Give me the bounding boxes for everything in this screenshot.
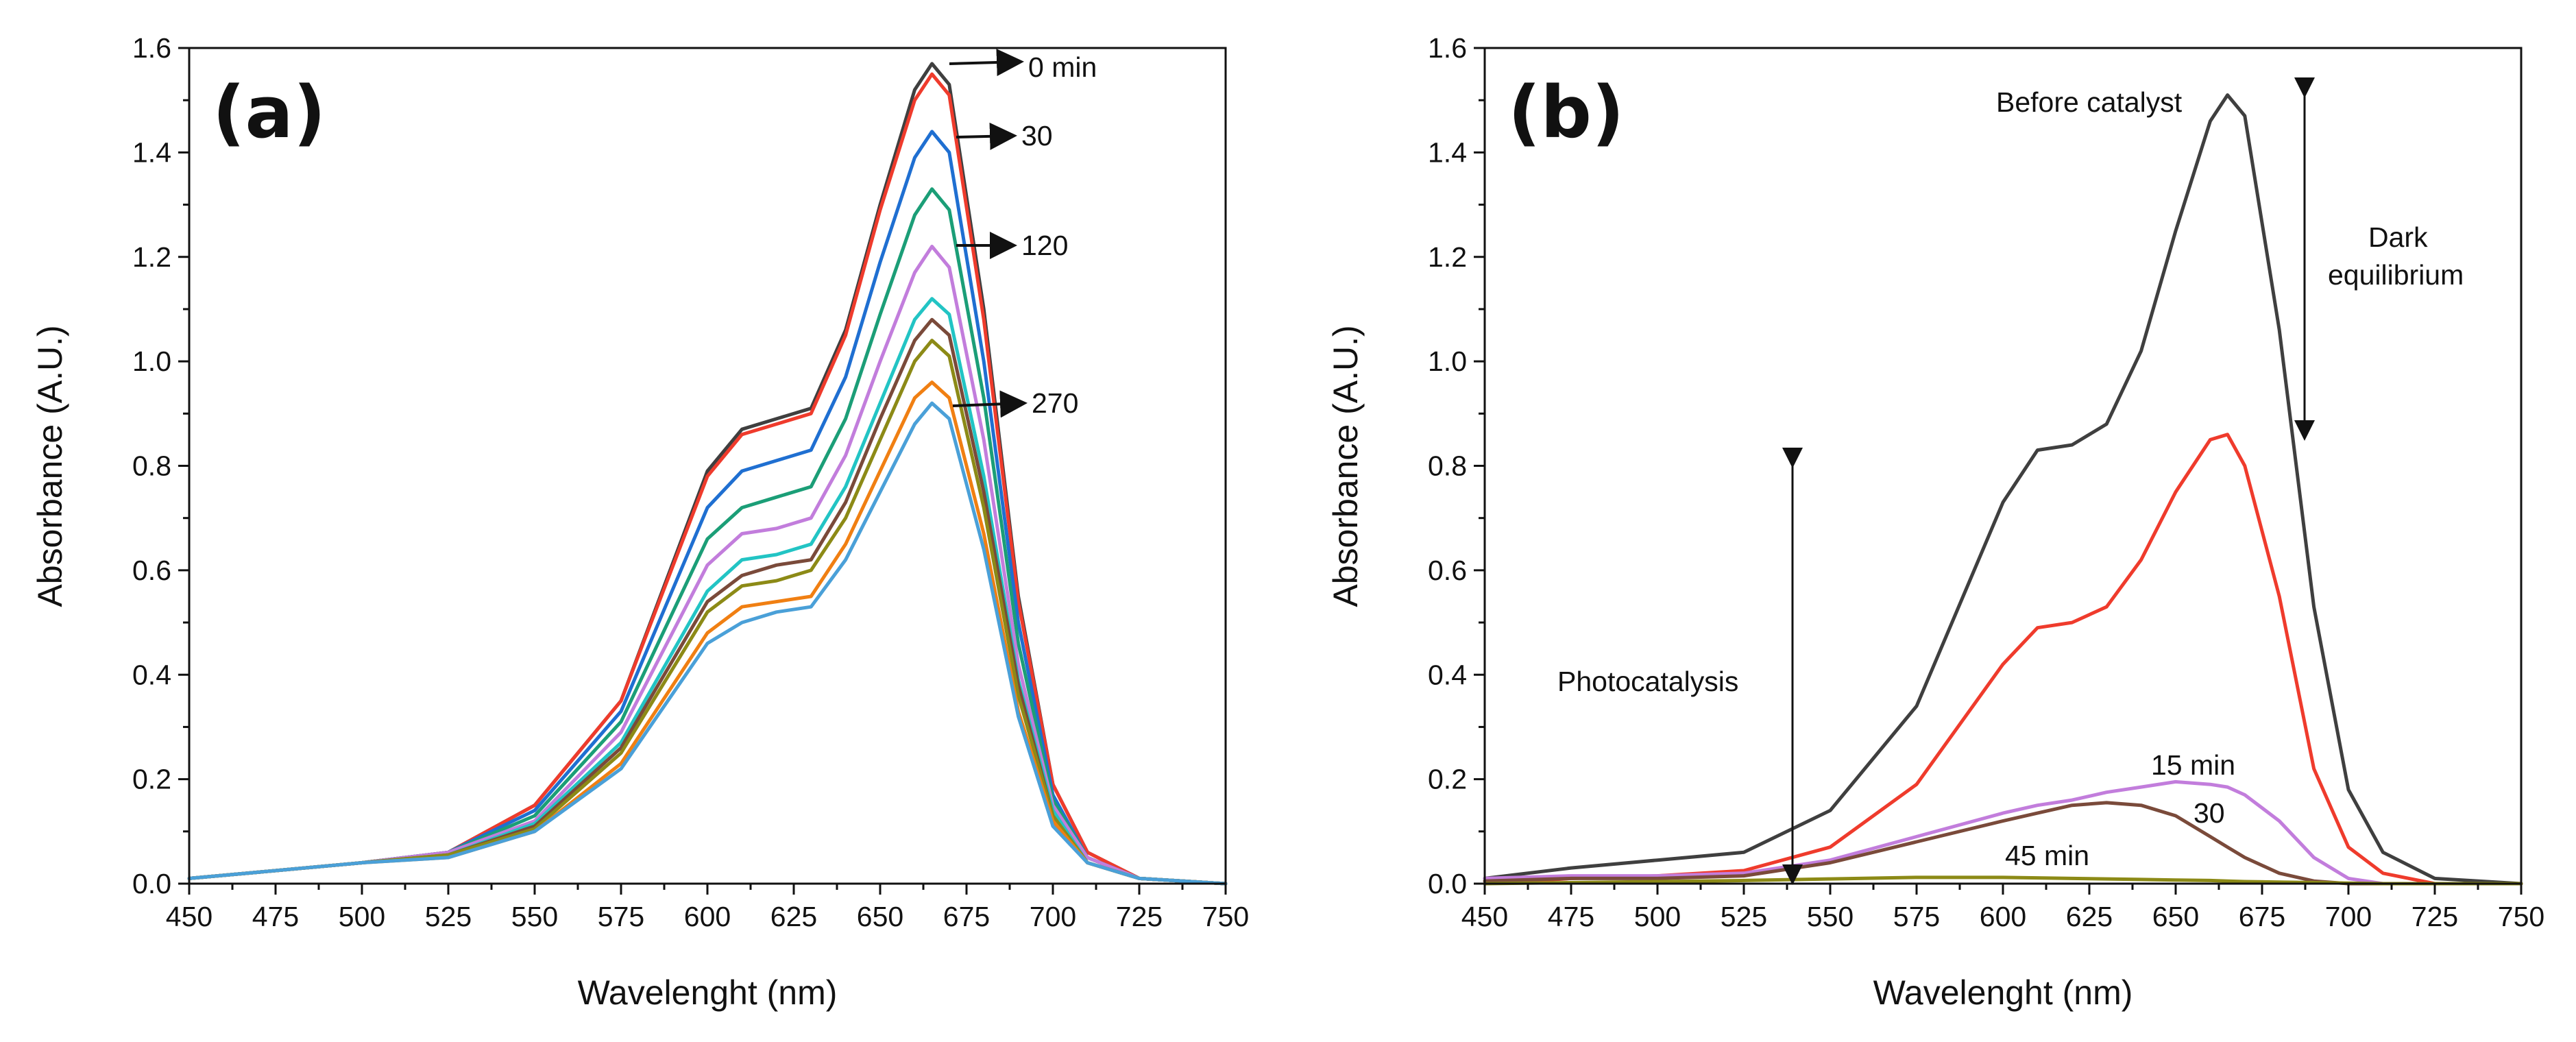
- a-x-tick-label: 675: [943, 901, 990, 932]
- panel-a-y-tick-labels: 0.0 0.2 0.4 0.6 0.8 1.0 1.2 1.4 1.6: [132, 32, 171, 899]
- panel-b-y-axis-title: Absorbance (A.U.): [1326, 325, 1365, 607]
- a-series-line-2: [187, 130, 1228, 886]
- panel-a-arrow-30: [956, 122, 1017, 150]
- a-y-tick-label: 0.6: [132, 555, 171, 586]
- panel-a-x-axis-title: Wavelenght (nm): [578, 973, 838, 1012]
- b-y-tick-label: 1.0: [1428, 346, 1467, 377]
- b-x-tick-label: 450: [1461, 901, 1508, 932]
- a-y-tick-label: 1.6: [132, 32, 171, 64]
- panel-a-x-tick-labels: 450 475 500 525 550 575 600 625 650 675 700 725 750: [166, 901, 1249, 932]
- b-x-tick-label: 600: [1980, 901, 2026, 932]
- panel-b-label-15min: 15 min: [2151, 749, 2235, 781]
- b-x-tick-label: 550: [1807, 901, 1854, 932]
- a-y-tick-label: 1.2: [132, 241, 171, 273]
- a-x-tick-label: 575: [598, 901, 644, 932]
- b-y-tick-label: 1.2: [1428, 241, 1467, 273]
- b-y-tick-label: 0.0: [1428, 868, 1467, 899]
- panel-b-label-photocatalysis: Photocatalysis: [1557, 666, 1738, 697]
- a-y-tick-label: 0.0: [132, 868, 171, 899]
- a-x-tick-label: 650: [857, 901, 903, 932]
- panel-b-plot-frame: [1483, 47, 2523, 885]
- panel-a-label-270: 270: [1032, 387, 1078, 419]
- b-y-tick-label: 0.8: [1428, 450, 1467, 482]
- a-x-tick-label: 550: [511, 901, 558, 932]
- panel-b-x-tick-labels: 450 475 500 525 550 575 600 625 650 675 700 725 750: [1461, 901, 2544, 932]
- panel-b-y-tick-labels: 0.0 0.2 0.4 0.6 0.8 1.0 1.2 1.4 1.6: [1428, 32, 1467, 899]
- a-x-tick-label: 700: [1030, 901, 1076, 932]
- panel-b-label-45min: 45 min: [2005, 840, 2089, 871]
- b-y-tick-label: 1.4: [1428, 136, 1467, 168]
- a-x-tick-label: 525: [425, 901, 472, 932]
- a-y-tick-label: 1.4: [132, 136, 171, 168]
- panel-b-label-dark: Dark: [2368, 221, 2428, 253]
- panel-a-arrow-270: [952, 390, 1028, 418]
- b-x-tick-label: 475: [1548, 901, 1594, 932]
- a-y-tick-label: 1.0: [132, 346, 171, 377]
- panel-b-ticks: [1474, 47, 2523, 895]
- panel-b-label-equilibrium: equilibrium: [2328, 259, 2464, 291]
- b-y-tick-label: 1.6: [1428, 32, 1467, 64]
- panel-a-plot-frame: [188, 47, 1227, 885]
- b-x-tick-label: 525: [1721, 901, 1767, 932]
- b-x-tick-label: 700: [2325, 901, 2372, 932]
- panel-a-y-axis-title: Absorbance (A.U.): [31, 325, 69, 607]
- a-x-tick-label: 625: [770, 901, 817, 932]
- panel-a-label-30: 30: [1021, 120, 1053, 152]
- b-series-line-0: [1483, 93, 2523, 886]
- panel-a-label-0min: 0 min: [1028, 51, 1097, 83]
- a-series-line-7: [187, 339, 1228, 886]
- a-series-line-8: [187, 380, 1228, 886]
- b-x-tick-label: 725: [2411, 901, 2458, 932]
- b-y-tick-label: 0.4: [1428, 659, 1467, 690]
- b-x-tick-label: 500: [1634, 901, 1681, 932]
- panel-b-label: (b): [1508, 71, 1625, 154]
- a-y-tick-label: 0.4: [132, 659, 171, 690]
- panel-b-label-before-catalyst: Before catalyst: [1996, 86, 2183, 118]
- a-y-tick-label: 0.2: [132, 764, 171, 795]
- a-series-line-5: [187, 297, 1228, 886]
- a-series-line-1: [187, 72, 1228, 886]
- panel-b-series-group: [1483, 93, 2523, 886]
- panel-a-ticks: [178, 47, 1227, 895]
- panel-a-chart: (a) 450 475 500 525 550 575 600 625 650 675 700 725…: [31, 32, 1249, 1012]
- b-y-tick-label: 0.2: [1428, 764, 1467, 795]
- a-x-tick-label: 600: [684, 901, 731, 932]
- b-x-tick-label: 625: [2066, 901, 2113, 932]
- a-x-tick-label: 500: [339, 901, 385, 932]
- b-x-tick-label: 675: [2239, 901, 2285, 932]
- b-x-tick-label: 575: [1893, 901, 1940, 932]
- panel-a-series-group: [187, 62, 1228, 886]
- a-x-tick-label: 750: [1202, 901, 1249, 932]
- panel-b-chart: (b) 450 475 500 525 550 575 600 625 650 675 700 725…: [1326, 32, 2544, 1012]
- a-y-tick-label: 0.8: [132, 450, 171, 482]
- a-x-tick-label: 475: [252, 901, 299, 932]
- b-x-tick-label: 750: [2498, 901, 2544, 932]
- a-series-line-9: [187, 401, 1228, 886]
- panel-a-label-120: 120: [1021, 230, 1068, 261]
- b-x-tick-label: 650: [2152, 901, 2199, 932]
- a-x-tick-label: 450: [166, 901, 212, 932]
- panel-b-x-axis-title: Wavelenght (nm): [1873, 973, 2133, 1012]
- b-series-line-2: [1483, 779, 2523, 886]
- panel-b-label-30: 30: [2194, 797, 2225, 829]
- panel-a-label: (a): [212, 71, 326, 154]
- a-x-tick-label: 725: [1116, 901, 1163, 932]
- b-y-tick-label: 0.6: [1428, 555, 1467, 586]
- a-series-line-4: [187, 245, 1228, 886]
- panel-a-arrow-0min: [949, 49, 1024, 77]
- b-series-line-1: [1483, 433, 2523, 886]
- a-series-line-3: [187, 187, 1228, 886]
